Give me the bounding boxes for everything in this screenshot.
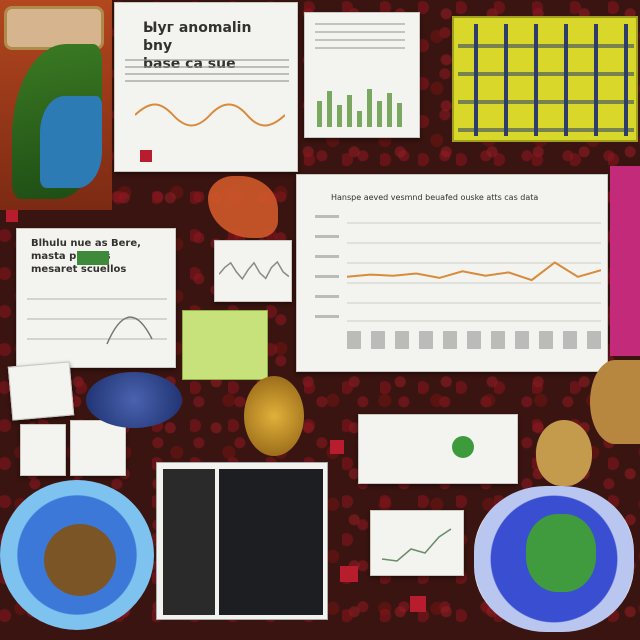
- blue-bowl-right: [474, 486, 634, 632]
- screen-right: [219, 469, 323, 615]
- egg-shell-ornament: [536, 420, 592, 486]
- note-card-3: [70, 420, 126, 476]
- main-chart-title: Hanspe aeved vesmnd beuafed ouske atts c…: [331, 193, 539, 202]
- bar: [387, 93, 392, 127]
- small-chart-card: [214, 240, 292, 302]
- blue-bowl-left: [0, 480, 154, 630]
- chart-line: [219, 260, 289, 281]
- artwork-river: [40, 96, 102, 188]
- screen-left: [163, 469, 215, 615]
- bar: [357, 111, 362, 127]
- small-curve: [381, 528, 452, 562]
- red-tile: [410, 596, 426, 612]
- chart-line: [347, 261, 601, 282]
- red-tile: [6, 210, 18, 222]
- artwork-card: [0, 0, 112, 210]
- y-tick-labels: [315, 215, 339, 323]
- text-lines: [315, 23, 405, 53]
- small-graph-card: [370, 510, 464, 576]
- note-card-2: [20, 424, 66, 476]
- yellow-grid-board: [452, 16, 638, 142]
- green-legend-swatch: [77, 251, 109, 265]
- board-cells: [458, 24, 634, 136]
- red-tile: [340, 566, 358, 582]
- small-line-chart: [219, 260, 289, 281]
- mini-line-chart-left: [27, 298, 167, 345]
- note-card-1: [7, 361, 75, 421]
- bowl-content: [44, 524, 116, 596]
- sine-line-chart: [135, 103, 285, 127]
- dark-screen-panel: [156, 462, 328, 620]
- shell-ornament-right: [590, 360, 640, 444]
- blue-plant-ornament: [86, 372, 182, 428]
- bar: [347, 95, 352, 127]
- orange-leaf-ornament: [208, 176, 278, 238]
- bar: [317, 101, 322, 127]
- bar: [337, 105, 342, 127]
- spiky-seed-ornament: [244, 376, 304, 456]
- green-icon: [452, 436, 474, 458]
- red-tile: [140, 150, 152, 162]
- main-chart-card: Hanspe aeved vesmnd beuafed ouske atts c…: [296, 174, 608, 372]
- x-tick-labels: [347, 331, 601, 349]
- green-note-card: [182, 310, 268, 380]
- main-line-chart: [347, 222, 601, 322]
- diagram-card: [358, 414, 518, 484]
- info-card-left: Blhulu nue as Bere, masta pnalfvs mesare…: [16, 228, 176, 368]
- bar: [367, 89, 372, 127]
- red-tile: [330, 440, 344, 454]
- bar: [397, 103, 402, 127]
- text-lines: [125, 59, 289, 87]
- bar: [377, 101, 382, 127]
- bar-chart-card: [304, 12, 420, 138]
- info-card-top: Ыуг anomalin bny base ca sue: [114, 2, 298, 172]
- mini-bar-chart: [317, 89, 402, 127]
- pink-strip: [610, 166, 640, 356]
- bar: [327, 91, 332, 127]
- bowl-content-green: [526, 514, 596, 592]
